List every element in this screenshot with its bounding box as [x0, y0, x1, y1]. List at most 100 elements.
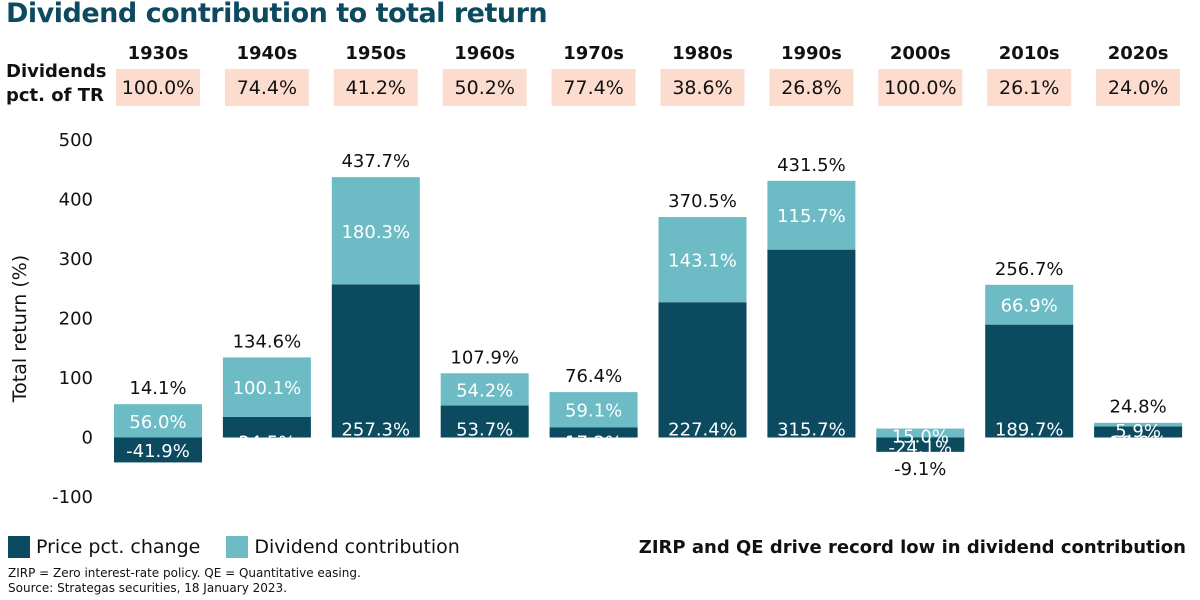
- dividend-pct-box: [878, 69, 963, 106]
- dividend-pct-value: 24.0%: [1108, 77, 1168, 99]
- dividend-pct-box: [551, 69, 636, 106]
- y-tick-label: 100: [59, 368, 93, 389]
- y-tick-label: 0: [82, 428, 93, 449]
- data-label-dividend: 59.1%: [565, 401, 622, 422]
- dividend-pct-box: [116, 69, 200, 106]
- footnote-abbreviations: ZIRP = Zero interest-rate policy. QE = Q…: [8, 566, 361, 580]
- bar-price: [767, 249, 856, 438]
- decade-label: 2000s: [890, 43, 951, 64]
- y-tick-label: 200: [59, 309, 93, 330]
- y-tick-label: 300: [59, 249, 93, 270]
- legend-item-dividend: Dividend contribution: [226, 536, 460, 558]
- dividend-pct-box: [333, 69, 418, 106]
- bar-price: [985, 324, 1074, 438]
- bar-dividend: [767, 180, 856, 250]
- legend-item-price: Price pct. change: [8, 536, 200, 558]
- bar-dividend: [876, 428, 965, 438]
- bar-price: [222, 416, 311, 438]
- data-label-total: 437.7%: [341, 151, 410, 172]
- data-label-dividend: 180.3%: [341, 222, 410, 243]
- data-label-price: 18.8%: [1110, 433, 1167, 454]
- dividend-pct-box: [987, 69, 1072, 106]
- data-label-dividend: 15.0%: [892, 427, 949, 448]
- bar-dividend: [331, 177, 420, 285]
- data-label-total: 76.4%: [565, 366, 622, 387]
- data-label-total: 24.8%: [1110, 397, 1167, 418]
- dividend-pct-value: 38.6%: [672, 77, 732, 99]
- decade-label: 1950s: [345, 43, 406, 64]
- dividend-pct-value: 74.4%: [237, 77, 297, 99]
- data-label-price: 257.3%: [341, 420, 410, 441]
- chart-title: Dividend contribution to total return: [6, 0, 548, 29]
- legend-label-dividend: Dividend contribution: [254, 536, 460, 558]
- decade-label: 1970s: [563, 43, 624, 64]
- y-axis-label: Total return (%): [9, 255, 31, 403]
- dividend-pct-value: 50.2%: [455, 77, 515, 99]
- data-label-total: 14.1%: [129, 378, 186, 399]
- y-tick-label: -100: [52, 487, 93, 508]
- decade-label: 1960s: [454, 43, 515, 64]
- data-label-total: 256.7%: [995, 259, 1064, 280]
- decade-label: 1930s: [128, 43, 189, 64]
- data-label-price: -41.9%: [126, 441, 190, 462]
- dividend-pct-value: 100.0%: [884, 77, 956, 99]
- data-label-price: 53.7%: [456, 420, 513, 441]
- dividend-pct-box: [224, 69, 309, 106]
- dividend-row-label-line1: Dividends: [6, 61, 107, 82]
- bar-price: [331, 284, 420, 438]
- data-label-dividend: 143.1%: [668, 251, 737, 272]
- dividend-pct-value: 100.0%: [122, 77, 194, 99]
- bar-dividend: [549, 392, 638, 428]
- dividend-pct-value: 26.1%: [999, 77, 1059, 99]
- decade-label: 2020s: [1108, 43, 1169, 64]
- data-label-dividend: 66.9%: [1001, 296, 1058, 317]
- decade-label: 2010s: [999, 43, 1060, 64]
- data-label-price: -24.1%: [888, 438, 952, 459]
- data-label-total: -9.1%: [894, 459, 946, 480]
- dividend-pct-box: [442, 69, 527, 106]
- data-label-price: 315.7%: [777, 420, 846, 441]
- dividend-pct-value: 41.2%: [346, 77, 406, 99]
- dividend-row-label-line2: pct. of TR: [6, 85, 104, 106]
- legend-label-price: Price pct. change: [36, 536, 201, 558]
- decade-label: 1940s: [236, 43, 297, 64]
- data-label-dividend: 5.9%: [1115, 421, 1161, 442]
- dividend-pct-box: [769, 69, 854, 106]
- bar-dividend: [222, 357, 311, 417]
- data-label-dividend: 56.0%: [129, 412, 186, 433]
- data-label-dividend: 54.2%: [456, 380, 513, 401]
- bar-dividend: [658, 217, 747, 303]
- dividend-pct-box: [1096, 69, 1181, 106]
- decade-label: 1980s: [672, 43, 733, 64]
- bar-price: [876, 437, 965, 452]
- bar-dividend: [1094, 422, 1183, 427]
- legend-swatch-price: [8, 536, 30, 558]
- y-tick-label: 500: [59, 130, 93, 151]
- footnote-source: Source: Strategas securities, 18 January…: [8, 581, 287, 595]
- dividend-pct-box: [660, 69, 745, 106]
- legend: Price pct. change Dividend contribution: [8, 536, 486, 558]
- bar-price: [658, 302, 747, 438]
- annotation-text: ZIRP and QE drive record low in dividend…: [638, 537, 1186, 558]
- bar-dividend: [985, 284, 1074, 325]
- legend-swatch-dividend: [226, 536, 249, 558]
- bar-price: [1094, 426, 1183, 438]
- data-label-dividend: 115.7%: [777, 206, 846, 227]
- bar-dividend: [440, 373, 529, 406]
- bar-dividend: [114, 404, 202, 438]
- data-label-total: 107.9%: [450, 347, 519, 368]
- bar-price: [114, 437, 202, 463]
- data-label-total: 370.5%: [668, 191, 737, 212]
- data-label-price: 17.2%: [565, 433, 622, 454]
- data-label-price: 227.4%: [668, 420, 737, 441]
- y-tick-label: 400: [59, 190, 93, 211]
- dividend-pct-value: 77.4%: [563, 77, 623, 99]
- data-label-price: 189.7%: [995, 420, 1064, 441]
- data-label-total: 134.6%: [233, 331, 302, 352]
- bar-price: [549, 427, 638, 438]
- data-label-price: 34.5%: [238, 433, 295, 454]
- data-label-dividend: 100.1%: [233, 378, 302, 399]
- dividend-pct-value: 26.8%: [781, 77, 841, 99]
- footnotes: ZIRP = Zero interest-rate policy. QE = Q…: [8, 566, 361, 596]
